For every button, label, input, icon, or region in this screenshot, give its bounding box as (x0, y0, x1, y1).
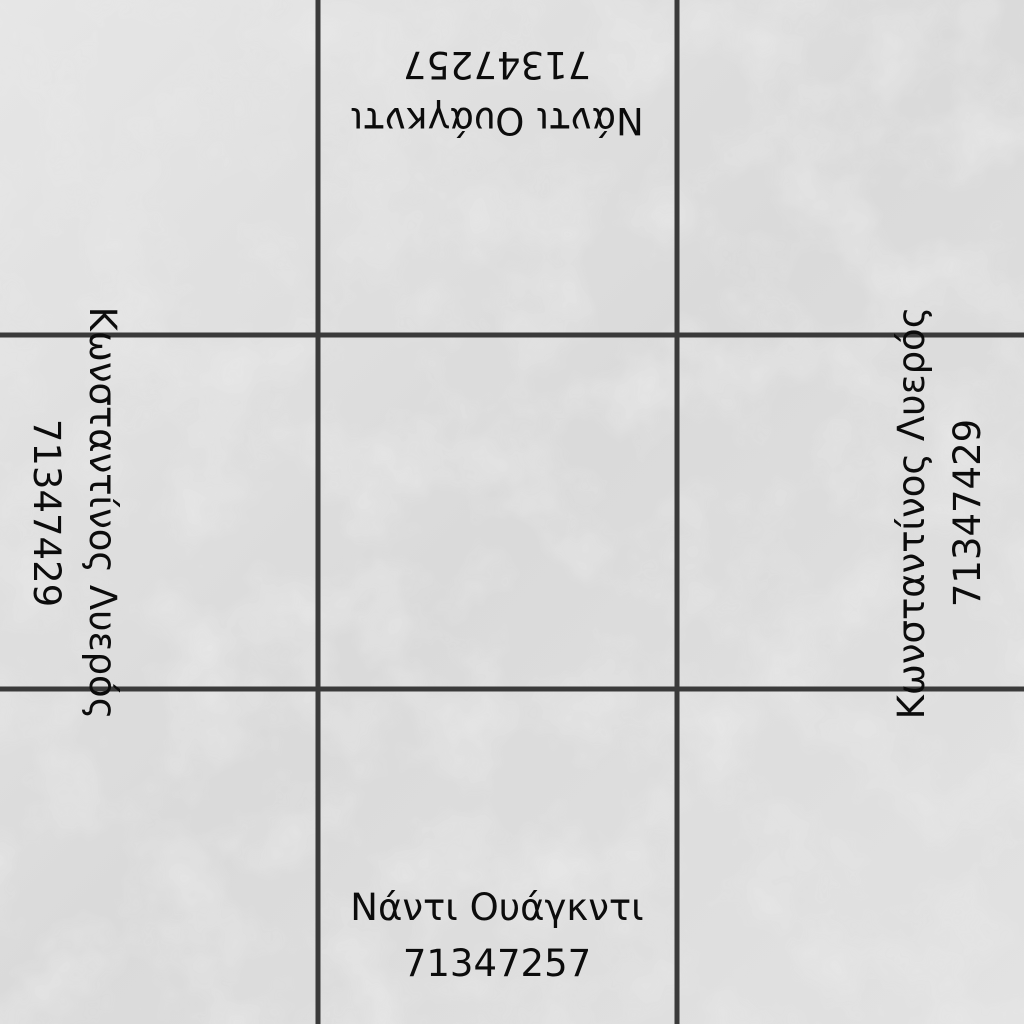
label-left-name: Κωνσταντίνος Λυερός (81, 306, 124, 720)
label-top-name: Νάντι Ουάγκντι (350, 99, 644, 142)
label-bottom: Νάντι Ουάγκντι 71347257 (267, 880, 727, 1010)
label-bottom-name: Νάντι Ουάγκντι (350, 886, 644, 929)
label-right-name: Κωνσταντίνος Λυερός (890, 306, 933, 720)
label-right: Κωνσταντίνος Λυερός 71347429 (884, 283, 1014, 743)
label-top: Νάντι Ουάγκντι 71347257 (267, 18, 727, 148)
label-left: Κωνσταντίνος Λυερός 71347429 (0, 283, 130, 743)
label-top-number: 71347257 (402, 43, 592, 87)
label-right-number: 71347429 (945, 418, 989, 608)
label-bottom-number: 71347257 (402, 941, 592, 985)
label-left-number: 71347429 (25, 418, 69, 608)
